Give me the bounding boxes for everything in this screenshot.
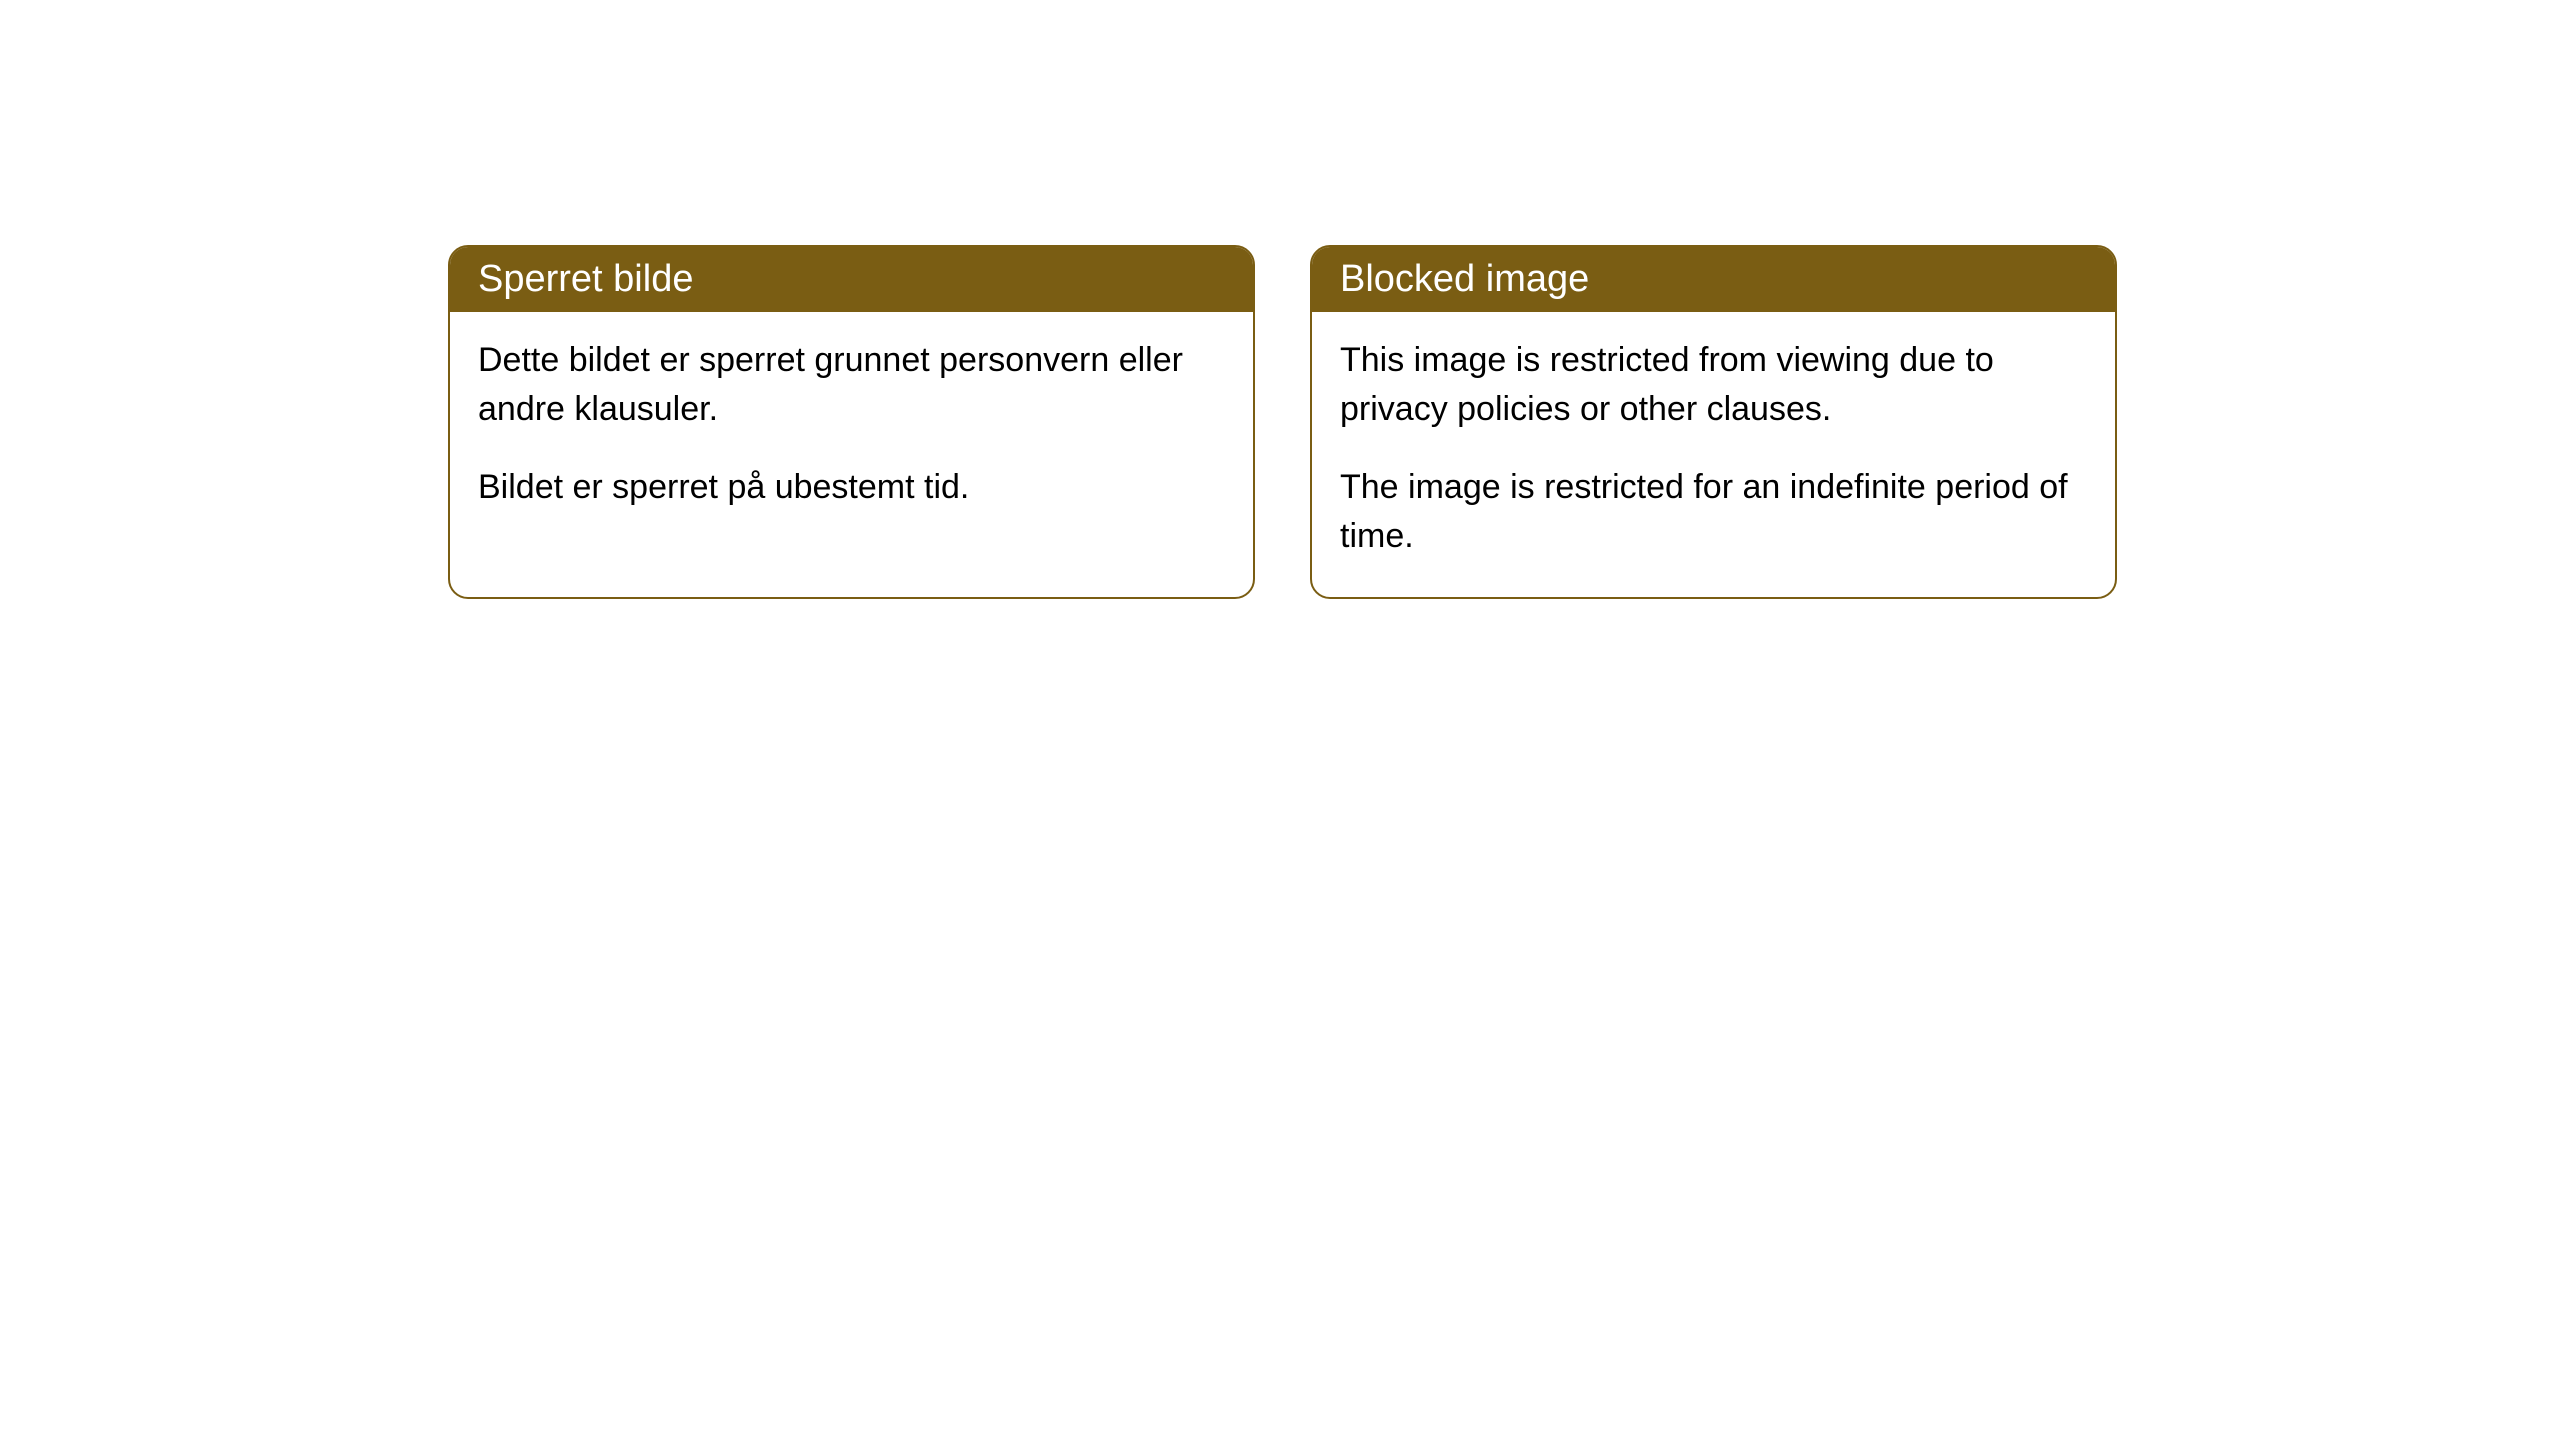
blocked-image-card-norwegian: Sperret bilde Dette bildet er sperret gr… [448, 245, 1255, 599]
restriction-duration-text: Bildet er sperret på ubestemt tid. [478, 463, 1225, 512]
card-body-english: This image is restricted from viewing du… [1312, 312, 2115, 597]
restriction-duration-text: The image is restricted for an indefinit… [1340, 463, 2087, 562]
restriction-reason-text: Dette bildet er sperret grunnet personve… [478, 336, 1225, 435]
cards-container: Sperret bilde Dette bildet er sperret gr… [448, 245, 2117, 599]
card-header-norwegian: Sperret bilde [450, 247, 1253, 312]
card-body-norwegian: Dette bildet er sperret grunnet personve… [450, 312, 1253, 548]
card-header-english: Blocked image [1312, 247, 2115, 312]
restriction-reason-text: This image is restricted from viewing du… [1340, 336, 2087, 435]
blocked-image-card-english: Blocked image This image is restricted f… [1310, 245, 2117, 599]
